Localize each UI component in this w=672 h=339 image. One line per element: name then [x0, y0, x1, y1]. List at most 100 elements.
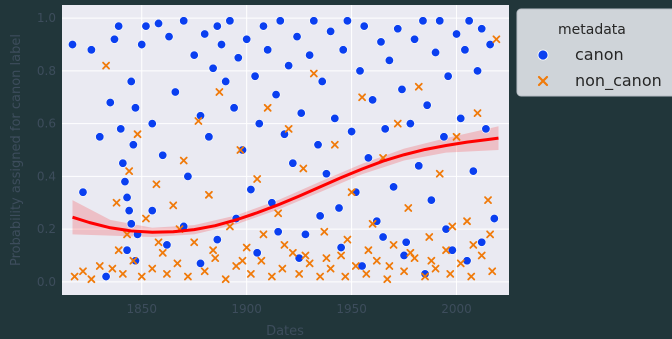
legend-canon-label: canon: [575, 45, 624, 64]
canon-point: [258, 21, 268, 31]
non-canon-point: [364, 246, 373, 255]
canon-point: [321, 169, 331, 179]
canon-point: [372, 216, 382, 226]
non-canon-point: [142, 214, 150, 223]
non-canon-point: [362, 270, 371, 278]
canon-point: [397, 84, 407, 94]
canon-point: [250, 71, 260, 81]
non-canon-point: [194, 117, 203, 125]
x-tick-label: 1900: [231, 302, 262, 316]
canon-point: [426, 195, 436, 205]
canon-point: [477, 237, 487, 247]
canon-point: [147, 119, 157, 129]
canon-point: [347, 127, 357, 137]
canon-point: [124, 206, 134, 216]
canon-point: [315, 211, 325, 221]
non-canon-point: [486, 230, 495, 239]
canon-point: [420, 269, 430, 279]
non-canon-point: [425, 233, 434, 241]
non-canon-point: [301, 251, 310, 260]
non-canon-point: [288, 248, 297, 257]
canon-point: [439, 132, 449, 142]
non-canon-point: [242, 243, 251, 252]
canon-point: [477, 24, 487, 34]
canon-point: [216, 40, 226, 50]
canon-point: [317, 76, 327, 86]
canon-point: [292, 32, 302, 42]
canon-point: [208, 63, 218, 73]
canon-point: [473, 66, 483, 76]
canon-point: [233, 53, 243, 63]
non-canon-point: [154, 238, 163, 247]
canon-point: [342, 16, 352, 26]
non-canon-point: [305, 259, 314, 268]
non-canon-point: [492, 35, 501, 44]
non-canon-point: [473, 109, 482, 117]
non-canon-point: [158, 248, 167, 257]
non-canon-point: [129, 256, 138, 265]
non-canon-point: [337, 251, 346, 260]
non-canon-point: [400, 267, 408, 276]
non-canon-point: [326, 264, 335, 273]
non-canon-point: [148, 264, 157, 273]
non-canon-point: [123, 230, 131, 239]
legend-non-canon-label: non_canon: [575, 71, 662, 91]
canon-point: [357, 261, 367, 271]
canon-point: [456, 113, 466, 123]
non-canon-point: [236, 146, 245, 154]
canon-point: [288, 158, 298, 168]
canon-point: [164, 32, 174, 42]
non-canon-point: [184, 272, 192, 281]
canon-point: [443, 71, 453, 81]
non-canon-point: [477, 251, 486, 260]
non-canon-point: [435, 169, 444, 178]
fit-confidence-band: [72, 126, 499, 237]
non-canon-point: [469, 241, 478, 249]
canon-point: [254, 119, 264, 129]
canon-point: [355, 66, 365, 76]
canon-point: [114, 21, 124, 31]
non-canon-point: [309, 69, 318, 78]
canon-point: [154, 18, 164, 28]
non-canon-point: [137, 272, 146, 281]
canon-point: [204, 132, 214, 142]
canon-point: [130, 256, 140, 266]
canon-point: [137, 40, 147, 50]
canon-point: [447, 245, 457, 255]
non-canon-point: [221, 275, 230, 284]
canon-point: [460, 45, 470, 55]
non-canon-point: [330, 140, 339, 149]
canon-point: [481, 124, 491, 134]
canon-point: [229, 103, 239, 113]
canon-point: [363, 153, 373, 163]
canon-point: [359, 21, 369, 31]
non-canon-point: [421, 272, 429, 281]
non-canon-point: [263, 103, 272, 112]
canon-point: [120, 177, 130, 187]
non-canon-point: [267, 272, 276, 281]
non-canon-point: [108, 264, 117, 273]
canon-point: [336, 243, 346, 253]
canon-point: [296, 108, 306, 118]
canon-point: [183, 171, 193, 181]
canon-point: [485, 40, 495, 50]
y-tick-label: 0.2: [37, 222, 56, 236]
canon-point: [237, 145, 247, 155]
x-tick-label: 2000: [441, 302, 472, 316]
non-canon-point: [79, 267, 87, 276]
canon-point: [67, 40, 77, 50]
canon-point: [116, 124, 126, 134]
non-canon-point: [112, 198, 121, 207]
y-tick-label: 0.4: [37, 169, 56, 183]
canon-point: [126, 76, 136, 86]
canon-point: [141, 21, 151, 31]
canon-point: [122, 192, 132, 202]
non-canon-point: [372, 256, 381, 265]
canon-point: [422, 100, 432, 110]
canon-point: [196, 258, 206, 268]
non-canon-point: [253, 175, 262, 183]
non-canon-point: [95, 262, 104, 270]
y-tick-label: 0.0: [37, 275, 56, 289]
non-canon-point: [278, 264, 287, 273]
